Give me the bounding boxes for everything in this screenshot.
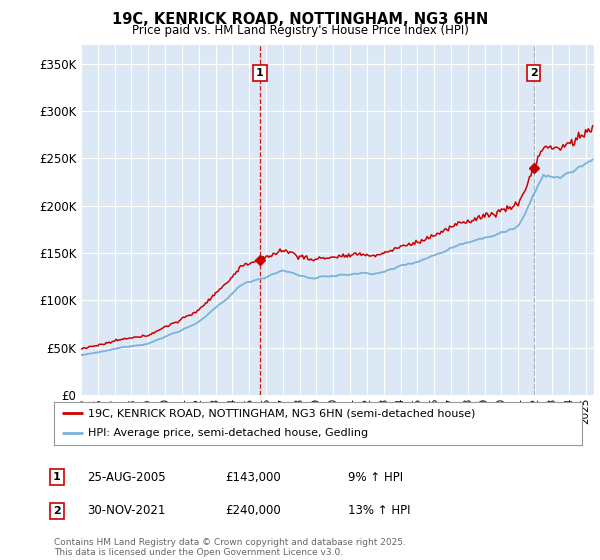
Text: 19C, KENRICK ROAD, NOTTINGHAM, NG3 6HN: 19C, KENRICK ROAD, NOTTINGHAM, NG3 6HN [112,12,488,27]
Text: 1: 1 [53,472,61,482]
Text: 2: 2 [530,68,538,78]
Text: Contains HM Land Registry data © Crown copyright and database right 2025.
This d: Contains HM Land Registry data © Crown c… [54,538,406,557]
Text: 9% ↑ HPI: 9% ↑ HPI [348,470,403,484]
Text: 19C, KENRICK ROAD, NOTTINGHAM, NG3 6HN (semi-detached house): 19C, KENRICK ROAD, NOTTINGHAM, NG3 6HN (… [88,408,476,418]
Text: HPI: Average price, semi-detached house, Gedling: HPI: Average price, semi-detached house,… [88,428,368,438]
Text: 25-AUG-2005: 25-AUG-2005 [87,470,166,484]
Text: £240,000: £240,000 [225,504,281,517]
Text: Price paid vs. HM Land Registry's House Price Index (HPI): Price paid vs. HM Land Registry's House … [131,24,469,36]
Text: 30-NOV-2021: 30-NOV-2021 [87,504,166,517]
Text: 2: 2 [53,506,61,516]
Text: 1: 1 [256,68,264,78]
Text: 13% ↑ HPI: 13% ↑ HPI [348,504,410,517]
Text: £143,000: £143,000 [225,470,281,484]
